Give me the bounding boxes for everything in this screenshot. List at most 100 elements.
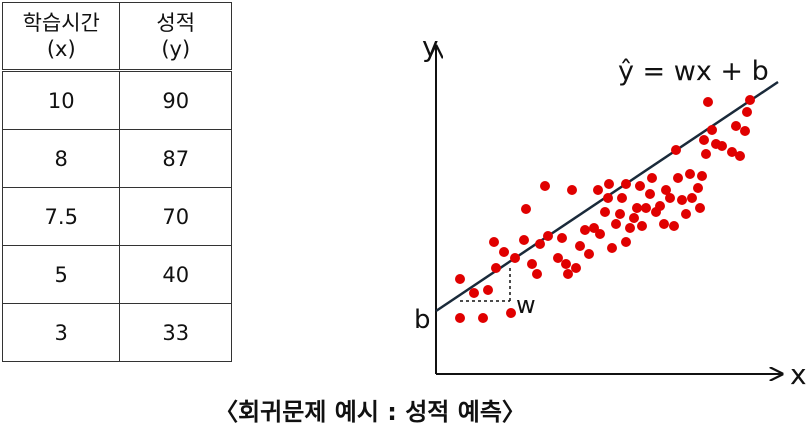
data-point: [681, 209, 691, 219]
data-point: [697, 171, 707, 181]
cell-study-time: 3: [1, 303, 121, 362]
data-point: [621, 179, 631, 189]
table-row: 3 33: [1, 303, 232, 362]
table-row: 5 40: [1, 245, 232, 304]
data-point: [603, 193, 613, 203]
data-point: [617, 193, 627, 203]
data-point: [647, 173, 657, 183]
header-study-time-label: 학습시간: [22, 11, 100, 35]
header-grade-var: (y): [161, 37, 191, 61]
cell-grade: 40: [119, 245, 232, 304]
data-point: [637, 221, 647, 231]
data-point: [489, 237, 499, 247]
data-point: [695, 203, 705, 213]
data-point: [600, 207, 610, 217]
data-point: [629, 213, 639, 223]
regression-diagram: y x b w ŷ = wx + b: [414, 30, 807, 391]
data-point: [703, 97, 713, 107]
data-point: [735, 151, 745, 161]
data-point: [742, 107, 752, 117]
data-point: [455, 274, 465, 284]
data-point: [632, 203, 642, 213]
data-point: [745, 95, 755, 105]
data-point: [671, 145, 681, 155]
table-row: 10 90: [1, 70, 232, 130]
data-point: [532, 269, 542, 279]
cell-grade: 90: [119, 70, 232, 130]
regression-equation: ŷ = wx + b: [618, 56, 769, 87]
data-point: [543, 231, 553, 241]
data-point: [669, 221, 679, 231]
header-grade: 성적 (y): [119, 2, 232, 72]
data-point: [641, 203, 651, 213]
data-point: [621, 237, 631, 247]
data-point: [701, 149, 711, 159]
cell-grade: 87: [119, 129, 232, 188]
cell-study-time: 7.5: [1, 187, 121, 246]
data-point: [575, 241, 585, 251]
data-point: [506, 308, 516, 318]
data-point: [563, 269, 573, 279]
data-point: [693, 183, 703, 193]
intercept-label: b: [414, 305, 431, 335]
data-point: [593, 185, 603, 195]
data-point: [455, 313, 465, 323]
slope-label: w: [516, 291, 536, 319]
data-point: [571, 263, 581, 273]
figure-caption: 〈회귀문제 예시 : 성적 예측〉: [214, 398, 526, 426]
cell-study-time: 10: [1, 70, 121, 130]
data-point: [553, 253, 563, 263]
x-axis-label: x: [790, 358, 807, 391]
data-point: [665, 193, 675, 203]
data-point: [519, 235, 529, 245]
data-point: [580, 225, 590, 235]
data-point: [673, 173, 683, 183]
header-grade-label: 성적: [156, 11, 196, 35]
cell-grade: 70: [119, 187, 232, 246]
data-point: [615, 209, 625, 219]
data-point: [604, 179, 614, 189]
data-point: [483, 285, 493, 295]
data-point: [677, 195, 687, 205]
table-header-row: 학습시간 (x) 성적 (y): [1, 2, 232, 72]
data-point: [469, 288, 479, 298]
data-point: [611, 219, 621, 229]
cell-study-time: 5: [1, 245, 121, 304]
data-point: [499, 247, 509, 257]
data-point: [595, 229, 605, 239]
data-point: [527, 259, 537, 269]
data-point: [491, 263, 501, 273]
data-point: [535, 239, 545, 249]
header-study-time: 학습시간 (x): [1, 2, 121, 72]
data-point: [584, 249, 594, 259]
data-point: [635, 181, 645, 191]
data-point: [478, 313, 488, 323]
study-grade-table: 학습시간 (x) 성적 (y) 10 90 8 87 7.5 70 5 40 3: [1, 2, 232, 362]
data-point: [661, 185, 671, 195]
table-row: 8 87: [1, 129, 232, 188]
data-point: [625, 223, 635, 233]
data-point: [607, 243, 617, 253]
header-study-time-var: (x): [46, 37, 76, 61]
data-point: [687, 193, 697, 203]
cell-study-time: 8: [1, 129, 121, 188]
data-point: [561, 259, 571, 269]
table-row: 7.5 70: [1, 187, 232, 246]
y-axis-label: y: [422, 30, 439, 63]
data-point: [740, 126, 750, 136]
data-point: [557, 233, 567, 243]
data-point: [510, 253, 520, 263]
data-point: [731, 121, 741, 131]
data-point: [727, 147, 737, 157]
data-point: [567, 185, 577, 195]
data-points: [455, 95, 755, 323]
data-point: [685, 169, 695, 179]
data-point: [659, 219, 669, 229]
data-point: [521, 204, 531, 214]
data-point: [699, 135, 709, 145]
data-point: [655, 201, 665, 211]
cell-grade: 33: [119, 303, 232, 362]
data-point: [717, 141, 727, 151]
data-point: [707, 125, 717, 135]
data-point: [540, 181, 550, 191]
